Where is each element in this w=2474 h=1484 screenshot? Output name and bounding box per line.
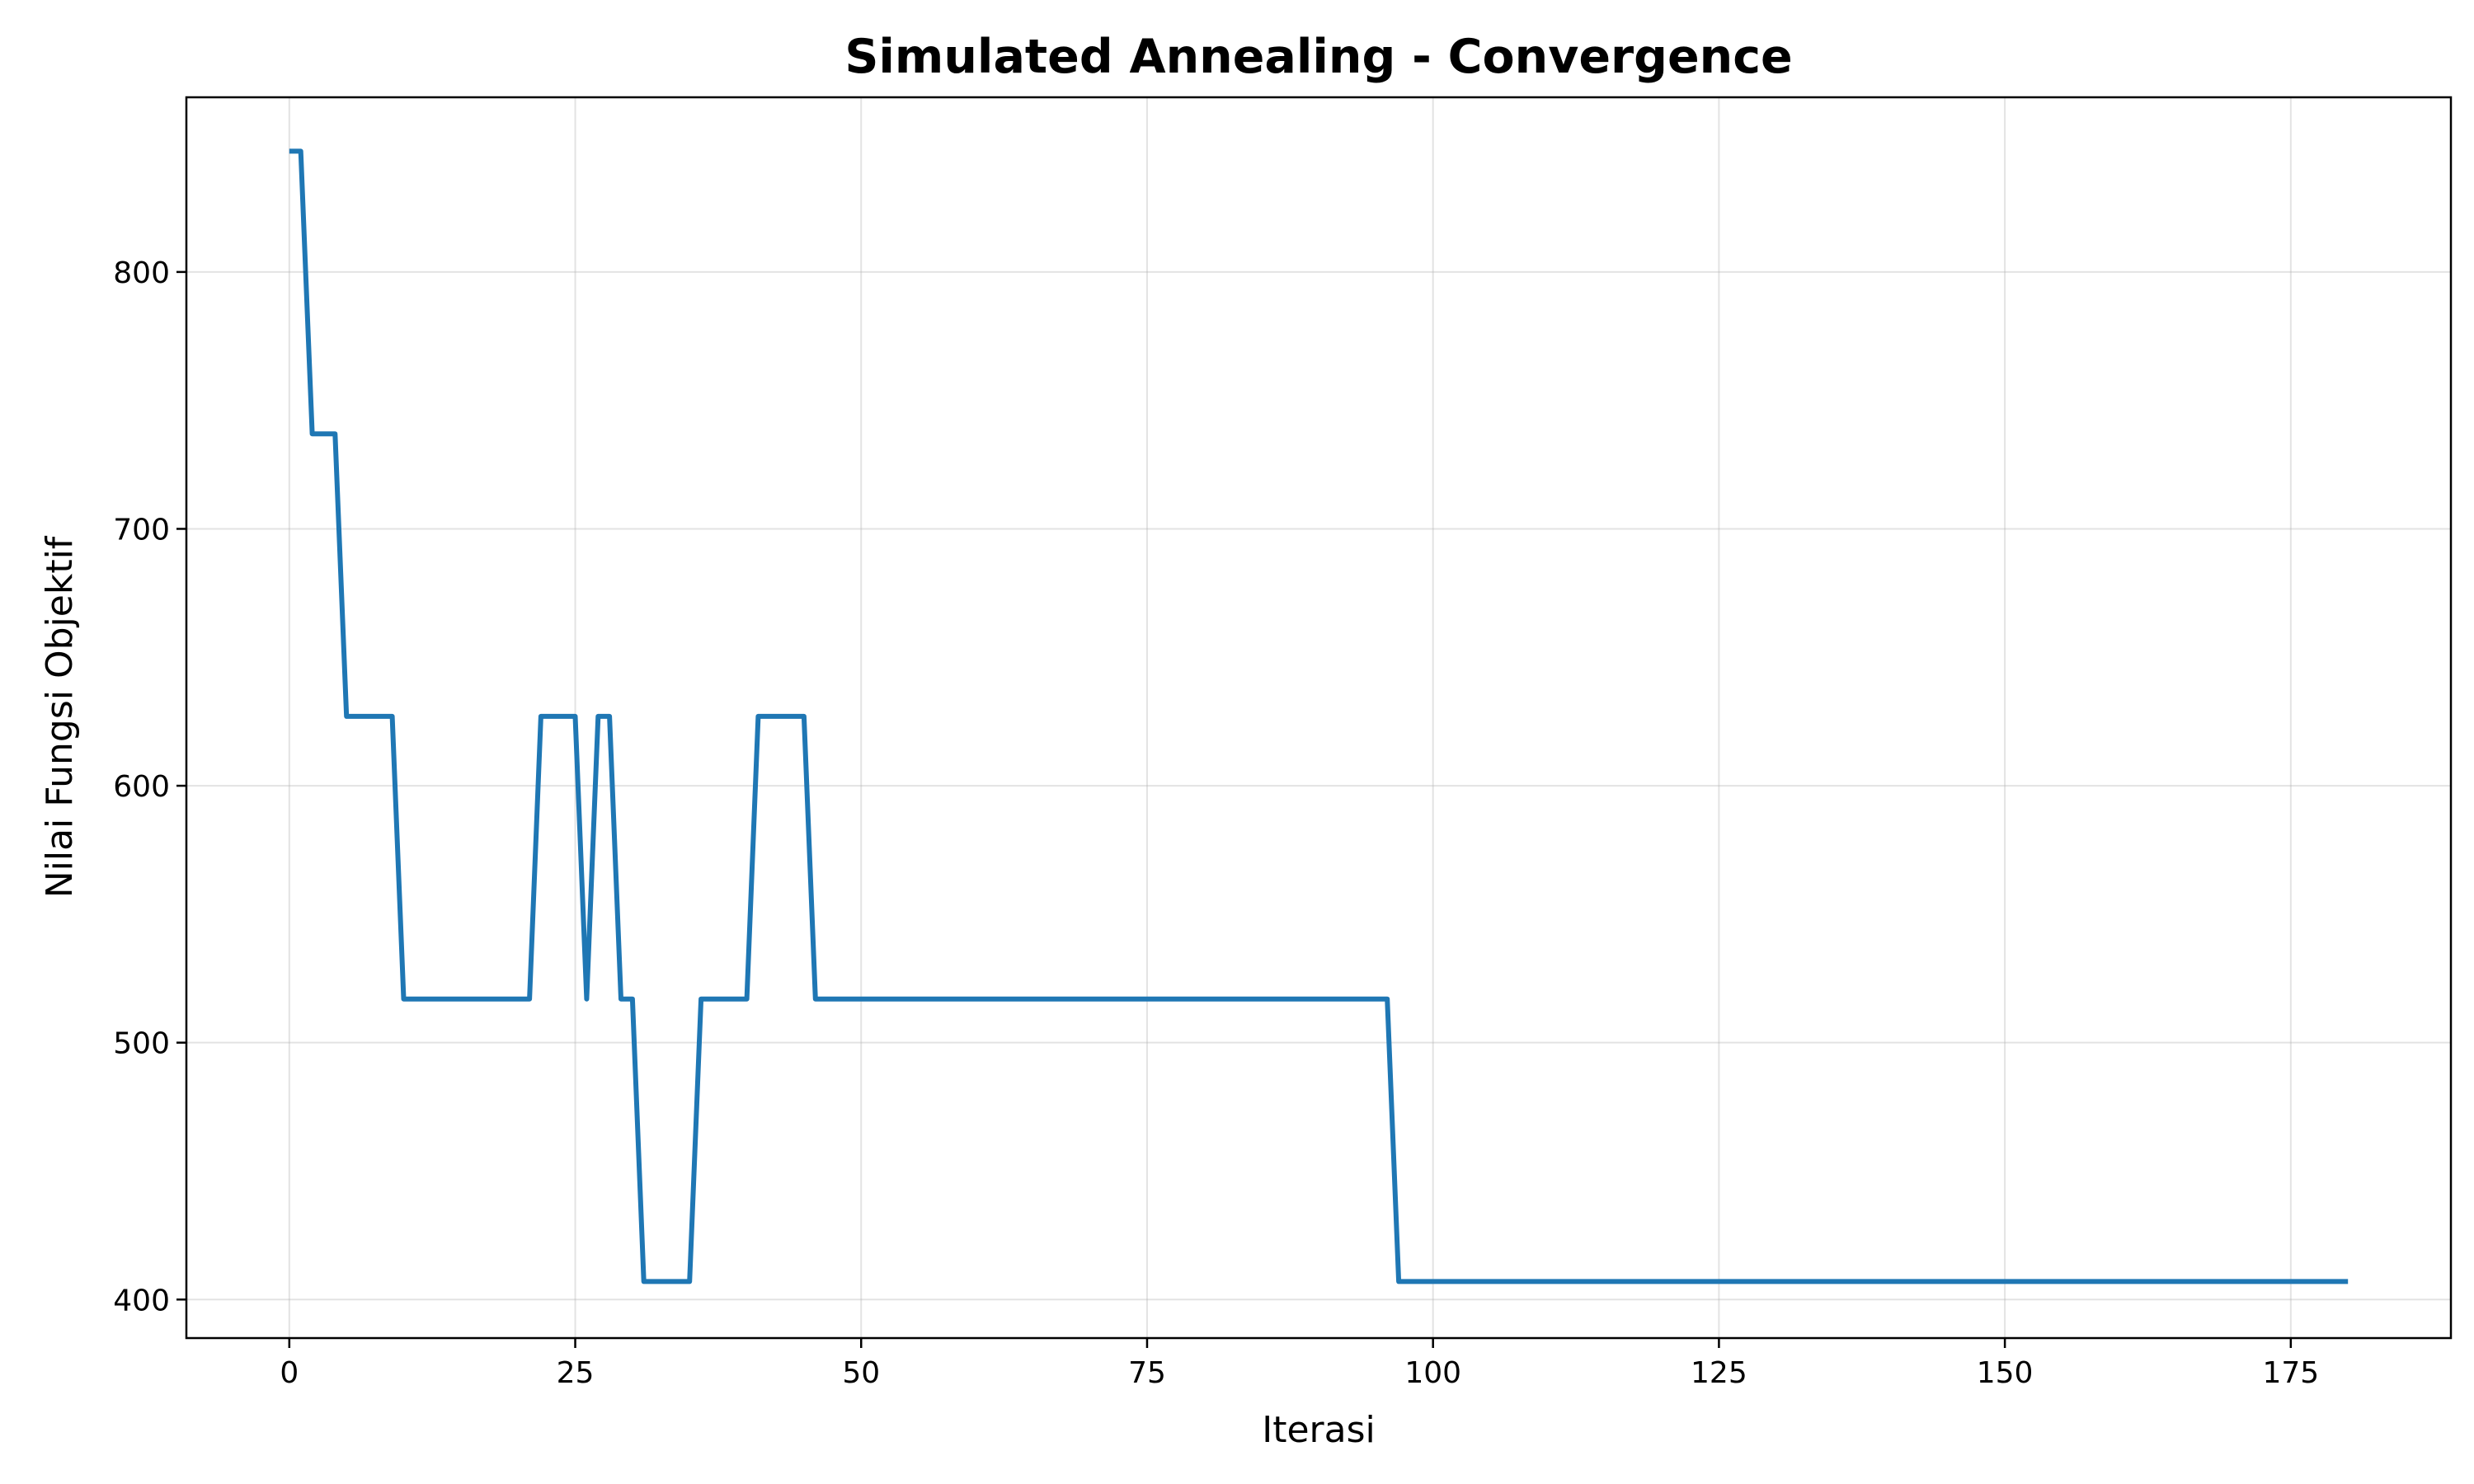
y-tick-label: 500 [113,1027,170,1061]
y-tick-label: 600 [113,770,170,804]
y-tick-label: 700 [113,513,170,547]
x-tick-label: 0 [280,1356,299,1390]
x-axis: 0 25 50 75 100 125 150 175 [280,1338,2319,1390]
chart-title: Simulated Annealing - Convergence [844,30,1792,84]
plot-frame [185,96,2453,1340]
x-tick-label: 125 [1691,1356,1747,1390]
y-tick-label: 800 [113,256,170,290]
series-layer [289,148,2349,1284]
y-axis: 400 500 600 700 800 [113,256,186,1317]
y-tick-label: 400 [113,1284,170,1317]
x-tick-label: 150 [1977,1356,2034,1390]
x-tick-label: 75 [1128,1356,1166,1390]
x-tick-label: 175 [2262,1356,2319,1390]
series-line [289,148,2349,1284]
x-tick-label: 50 [842,1356,880,1390]
y-axis-label: Nilai Fungsi Objektif [39,535,81,898]
x-tick-label: 25 [557,1356,595,1390]
x-tick-label: 100 [1404,1356,1461,1390]
grid [186,97,2451,1338]
x-axis-label: Iterasi [1262,1409,1376,1451]
